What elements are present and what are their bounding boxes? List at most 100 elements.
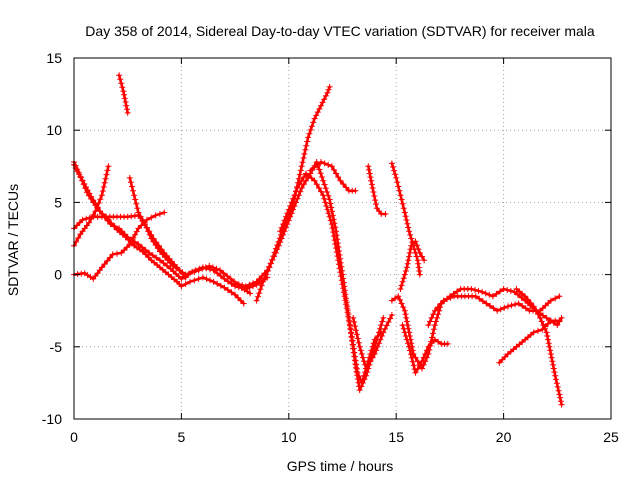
data-point-marker xyxy=(402,333,409,339)
plot-frame xyxy=(73,57,612,420)
data-point-marker xyxy=(276,235,283,242)
data-point-marker xyxy=(554,383,561,390)
data-point-marker xyxy=(400,275,407,282)
data-point-marker xyxy=(82,185,89,192)
data-point-marker xyxy=(334,253,341,260)
data-point-marker xyxy=(547,297,554,304)
data-point-marker xyxy=(553,376,559,383)
data-point-marker xyxy=(437,301,444,307)
data-point-marker xyxy=(171,261,178,268)
data-point-marker xyxy=(454,288,461,295)
data-point-marker xyxy=(307,126,314,133)
data-point-marker xyxy=(120,88,127,95)
data-point-marker xyxy=(388,297,395,304)
data-point-marker xyxy=(149,252,156,259)
data-point-marker xyxy=(415,260,422,267)
data-point-marker xyxy=(152,212,159,219)
data-point-marker xyxy=(104,167,111,174)
data-point-marker xyxy=(293,188,299,195)
data-point-marker xyxy=(187,278,193,285)
data-point-marker xyxy=(121,91,128,98)
data-point-marker xyxy=(300,155,307,161)
data-point-marker xyxy=(142,247,149,254)
data-point-marker xyxy=(500,286,507,292)
data-point-marker xyxy=(75,169,82,176)
data-point-marker xyxy=(512,301,519,308)
data-point-marker xyxy=(250,280,256,287)
data-point-marker xyxy=(182,274,189,281)
data-point-marker xyxy=(97,196,104,203)
data-point-marker xyxy=(174,264,181,271)
y-tick-label: 15 xyxy=(46,50,62,66)
data-point-marker xyxy=(217,267,224,274)
data-point-marker xyxy=(387,315,394,322)
data-point-marker xyxy=(287,203,294,209)
data-point-marker xyxy=(397,192,404,199)
series-track-7 xyxy=(126,174,189,281)
data-point-marker xyxy=(431,307,438,314)
data-point-marker xyxy=(524,296,531,303)
data-point-marker xyxy=(221,275,228,282)
data-point-marker xyxy=(353,331,360,338)
data-point-marker xyxy=(325,86,332,93)
data-point-marker xyxy=(207,277,213,284)
data-point-marker xyxy=(504,303,511,310)
data-point-marker xyxy=(522,305,529,312)
y-tick-label: 0 xyxy=(54,267,62,283)
data-point-marker xyxy=(121,95,128,102)
data-point-marker xyxy=(408,235,415,242)
data-point-marker xyxy=(260,278,266,285)
data-point-marker xyxy=(285,206,292,213)
data-point-marker xyxy=(328,221,335,228)
data-point-marker xyxy=(468,286,475,292)
data-point-marker xyxy=(100,183,107,190)
data-point-marker xyxy=(496,359,503,366)
data-point-marker xyxy=(398,282,405,289)
data-point-marker xyxy=(545,320,551,327)
data-point-marker xyxy=(547,347,554,354)
data-point-marker xyxy=(337,269,344,276)
data-point-marker xyxy=(406,343,413,350)
data-point-marker xyxy=(253,278,260,285)
y-axis-label: SDTVAR / TECUs xyxy=(5,184,21,296)
data-point-marker xyxy=(101,261,108,268)
data-point-marker xyxy=(144,224,150,231)
data-point-marker xyxy=(318,159,324,165)
series-layer xyxy=(71,72,565,408)
series-track-3 xyxy=(71,163,112,249)
data-point-marker xyxy=(430,311,437,318)
data-point-marker xyxy=(549,358,556,365)
data-point-marker xyxy=(321,195,328,202)
data-point-marker xyxy=(419,358,425,365)
data-point-marker xyxy=(214,270,221,277)
data-point-marker xyxy=(326,213,333,220)
data-point-marker xyxy=(402,311,409,318)
data-point-marker xyxy=(131,192,138,199)
data-point-marker xyxy=(376,340,382,347)
data-point-marker xyxy=(431,336,438,343)
data-point-marker xyxy=(79,177,86,184)
data-point-marker xyxy=(253,297,260,304)
data-point-marker xyxy=(239,282,246,289)
data-point-marker xyxy=(103,171,110,178)
data-point-marker xyxy=(416,271,423,278)
data-point-marker xyxy=(427,318,433,325)
data-point-marker xyxy=(221,284,228,291)
data-point-marker xyxy=(348,329,355,336)
data-point-marker xyxy=(405,257,412,264)
data-point-marker xyxy=(335,257,342,264)
data-point-marker xyxy=(352,187,359,194)
series-track-6 xyxy=(116,72,131,116)
data-point-marker xyxy=(256,275,263,282)
data-point-marker xyxy=(329,212,336,219)
data-point-marker xyxy=(373,201,379,208)
data-point-marker xyxy=(134,205,141,212)
x-tick-label: 20 xyxy=(496,429,512,445)
data-point-marker xyxy=(311,177,318,184)
data-point-marker xyxy=(116,225,123,232)
data-point-marker xyxy=(130,234,137,241)
data-point-marker xyxy=(298,177,305,184)
data-point-marker xyxy=(501,304,508,311)
data-point-marker xyxy=(83,215,90,222)
data-point-marker xyxy=(146,228,153,235)
